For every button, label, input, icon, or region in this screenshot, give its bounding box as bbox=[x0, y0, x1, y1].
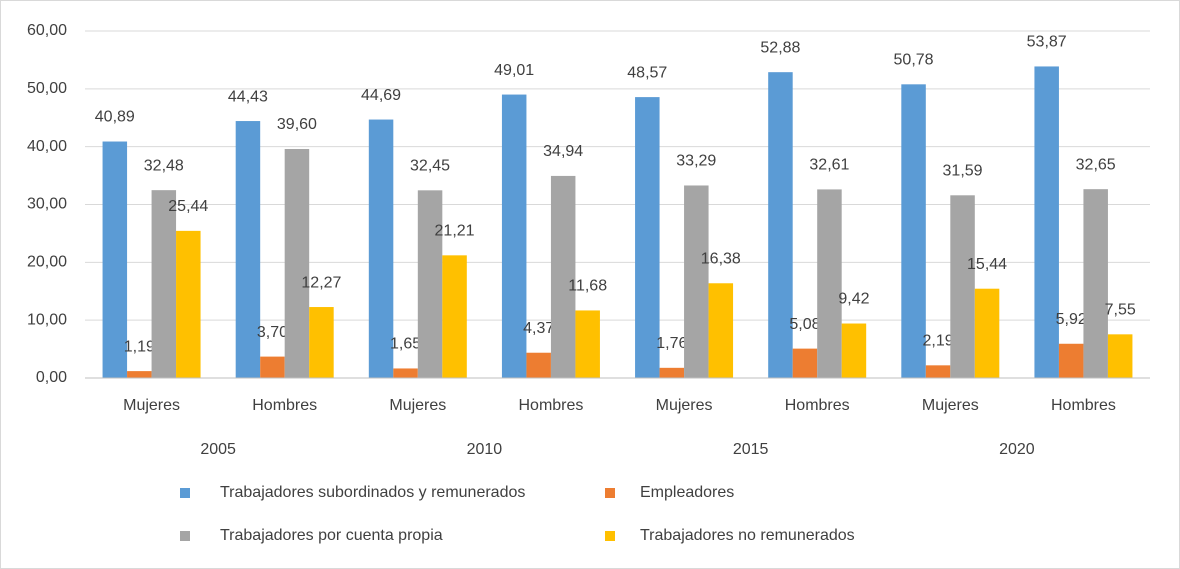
bar bbox=[151, 190, 177, 378]
value-label: 12,27 bbox=[301, 274, 341, 291]
bar bbox=[575, 310, 600, 378]
value-label: 31,59 bbox=[943, 163, 983, 180]
bar bbox=[817, 189, 842, 378]
legend-swatch bbox=[180, 488, 190, 498]
value-label: 25,44 bbox=[168, 198, 208, 215]
bar bbox=[526, 352, 551, 378]
bar bbox=[442, 255, 467, 378]
value-label: 49,01 bbox=[494, 62, 534, 79]
y-tick-label: 50,00 bbox=[27, 80, 67, 97]
value-label: 21,21 bbox=[435, 223, 475, 240]
x-tick-label: Hombres bbox=[518, 397, 583, 414]
value-label: 48,57 bbox=[627, 64, 667, 81]
legend-label: Empleadores bbox=[640, 484, 734, 501]
x-tick-label: Mujeres bbox=[922, 397, 979, 414]
y-tick-label: 30,00 bbox=[27, 196, 67, 213]
value-label: 39,60 bbox=[277, 116, 317, 133]
y-tick-label: 60,00 bbox=[27, 22, 67, 39]
bar bbox=[1083, 189, 1108, 378]
value-label: 4,37 bbox=[523, 320, 554, 337]
bar bbox=[950, 195, 975, 378]
legend-swatch bbox=[180, 531, 190, 541]
bar bbox=[368, 119, 394, 378]
x-tick-label: Mujeres bbox=[123, 397, 180, 414]
value-label: 7,55 bbox=[1105, 302, 1136, 319]
bar bbox=[393, 368, 418, 378]
value-label: 40,89 bbox=[95, 109, 135, 126]
x-tick-label: Hombres bbox=[1051, 397, 1116, 414]
value-label: 52,88 bbox=[760, 39, 800, 56]
value-label: 1,65 bbox=[390, 336, 421, 353]
legend-label: Trabajadores no remunerados bbox=[640, 527, 855, 544]
bar bbox=[102, 141, 128, 378]
value-label: 5,08 bbox=[789, 316, 820, 333]
bar bbox=[1107, 334, 1133, 378]
value-label: 15,44 bbox=[967, 256, 1007, 273]
y-tick-label: 0,00 bbox=[36, 369, 67, 386]
bar bbox=[417, 190, 443, 378]
bar bbox=[659, 367, 685, 378]
x-tick-label: Mujeres bbox=[389, 397, 446, 414]
bar bbox=[768, 72, 793, 378]
value-label: 53,87 bbox=[1027, 34, 1067, 51]
y-tick-label: 20,00 bbox=[27, 254, 67, 271]
x-tick-label: Mujeres bbox=[656, 397, 713, 414]
bar bbox=[708, 283, 734, 378]
bar bbox=[925, 365, 951, 378]
bar bbox=[550, 175, 576, 378]
y-tick-label: 40,00 bbox=[27, 138, 67, 155]
x-tick-label: Hombres bbox=[785, 397, 850, 414]
group-label: 2010 bbox=[467, 441, 503, 458]
value-label: 32,65 bbox=[1076, 156, 1116, 173]
value-label: 1,19 bbox=[124, 338, 155, 355]
bar bbox=[841, 323, 867, 378]
value-label: 32,45 bbox=[410, 158, 450, 175]
value-label: 9,42 bbox=[838, 291, 869, 308]
bar bbox=[1058, 343, 1084, 378]
value-label: 50,78 bbox=[894, 52, 934, 69]
legend-label: Trabajadores por cuenta propia bbox=[220, 527, 443, 544]
value-label: 16,38 bbox=[701, 250, 741, 267]
legend-swatch bbox=[605, 488, 615, 498]
value-label: 44,43 bbox=[228, 88, 268, 105]
bar bbox=[235, 121, 261, 378]
bar bbox=[309, 307, 334, 378]
bar bbox=[974, 288, 1000, 378]
bar bbox=[501, 94, 527, 378]
value-label: 34,94 bbox=[543, 143, 583, 160]
group-label: 2020 bbox=[999, 441, 1035, 458]
bar bbox=[901, 84, 926, 379]
group-label: 2005 bbox=[200, 441, 236, 458]
value-label: 1,76 bbox=[656, 335, 687, 352]
value-label: 11,68 bbox=[568, 278, 607, 295]
x-tick-label: Hombres bbox=[252, 397, 317, 414]
bar bbox=[1034, 66, 1059, 378]
bar bbox=[127, 371, 152, 378]
bar bbox=[176, 230, 201, 378]
bar bbox=[684, 185, 709, 378]
bar bbox=[284, 148, 310, 378]
value-label: 3,70 bbox=[257, 324, 288, 341]
value-label: 5,92 bbox=[1056, 311, 1087, 328]
legend-label: Trabajadores subordinados y remunerados bbox=[220, 484, 525, 501]
group-label: 2015 bbox=[733, 441, 769, 458]
bar bbox=[792, 348, 818, 378]
bar bbox=[635, 97, 660, 378]
value-label: 32,48 bbox=[144, 157, 184, 174]
value-label: 32,61 bbox=[809, 157, 849, 174]
value-label: 44,69 bbox=[361, 87, 401, 104]
y-tick-label: 10,00 bbox=[27, 311, 67, 328]
bar bbox=[260, 356, 285, 378]
legend-swatch bbox=[605, 531, 615, 541]
value-label: 33,29 bbox=[676, 153, 716, 170]
value-label: 2,19 bbox=[922, 333, 953, 350]
